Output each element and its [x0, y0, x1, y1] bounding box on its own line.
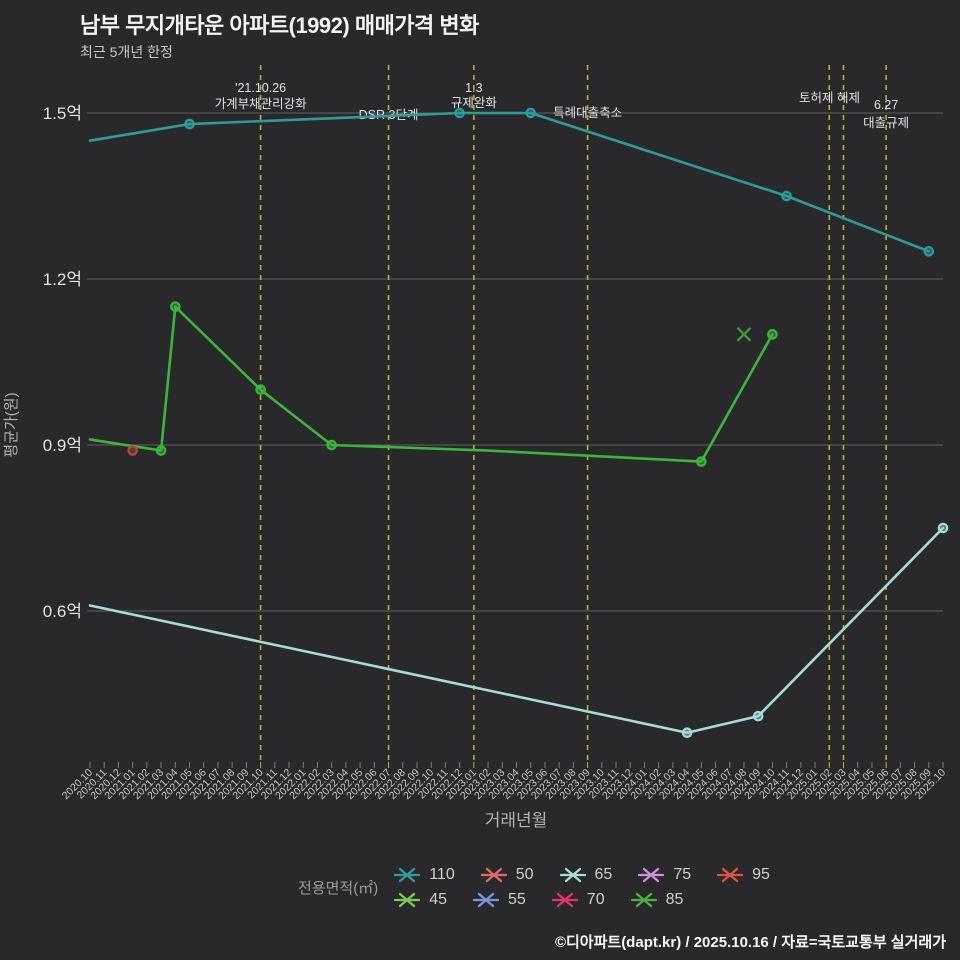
legend-item-95[interactable]: 95 [717, 866, 770, 884]
series-point-85 [255, 384, 266, 395]
legend-item-45[interactable]: 45 [394, 891, 447, 909]
series-point-110 [184, 118, 195, 130]
series-point-85 [170, 301, 181, 312]
legend-item-75[interactable]: 75 [638, 866, 691, 884]
legend-item-55[interactable]: 55 [473, 891, 526, 909]
series-point-65 [937, 522, 949, 534]
legend-item-85[interactable]: 85 [630, 891, 684, 909]
legend-item-label: 110 [429, 866, 455, 883]
legend-marker-stroke [477, 892, 495, 908]
y-tick-label: 1.5억 [43, 104, 82, 123]
legend-item-label: 70 [586, 891, 605, 908]
legend-item-label: 75 [673, 866, 692, 883]
annotation-label: 규제완화 [451, 96, 498, 110]
legend-row: 45 55 70 85 [394, 891, 770, 909]
series-point-65 [681, 727, 693, 739]
legend-marker-stroke [643, 867, 660, 883]
series-point-85 [326, 439, 337, 451]
legend-marker-stroke [556, 892, 573, 908]
series-point-110 [454, 107, 465, 119]
legend-marker-icon [559, 867, 586, 883]
series-point-65 [752, 710, 764, 722]
legend-item-50[interactable]: 50 [480, 866, 534, 884]
series-point-110 [923, 246, 935, 257]
y-axis-title: 평균가(원) [3, 392, 20, 457]
legend-item-70[interactable]: 70 [551, 891, 605, 909]
legend-marker-icon [473, 892, 499, 908]
legend-marker-stroke [564, 867, 581, 883]
x-marker-stroke [736, 326, 752, 342]
legend-marker-icon [480, 867, 507, 883]
legend-marker-icon [394, 892, 421, 908]
series-point-50 [127, 445, 138, 456]
legend-rows: 110 50 65 75 95 45 55 70 85 [394, 866, 770, 909]
annotation-label: 6.27 [874, 98, 898, 112]
legend-marker-stroke [485, 867, 502, 883]
legend-marker-stroke [721, 867, 739, 883]
page-subtitle: 최근 5개년 한정 [80, 44, 173, 60]
legend-item-label: 85 [665, 891, 684, 908]
series-line-110 [88, 111, 931, 253]
legend-row: 110 50 65 75 95 [394, 866, 770, 884]
legend-item-label: 50 [515, 866, 534, 883]
series-line-65 [88, 526, 945, 735]
series-point-45 [736, 326, 752, 342]
legend-marker-stroke [635, 892, 652, 908]
legend-item-label: 45 [429, 891, 447, 908]
legend-marker-icon [394, 867, 421, 883]
x-axis-title: 거래년월 [485, 811, 548, 830]
annotation-label: '21.10.26 [235, 81, 286, 95]
series-point-85 [155, 445, 167, 456]
annotation-label: 가계부채관리강화 [215, 97, 308, 111]
annotation-label: 토허제 해제 [799, 91, 860, 105]
legend-marker-icon [551, 892, 578, 908]
series-point-110 [525, 107, 537, 119]
legend-item-label: 65 [594, 866, 613, 883]
annotation-label: 대출규제 [863, 116, 909, 130]
legend-marker-icon [638, 867, 665, 883]
legend-item-110[interactable]: 110 [394, 866, 455, 884]
series-line-85 [88, 305, 774, 463]
y-tick-label: 0.6억 [43, 602, 82, 621]
series-point-85 [696, 456, 707, 467]
legend-marker-icon [717, 867, 744, 883]
legend-item-label: 95 [752, 866, 770, 883]
annotation-label: 특례대출축소 [553, 106, 622, 120]
legend-title: 전용면적(㎡) [298, 880, 379, 897]
series-point-110 [781, 190, 792, 202]
legend-item-label: 55 [508, 891, 526, 908]
page-title: 남부 무지개타운 아파트(1992) 매매가격 변화 [80, 13, 479, 38]
annotation-label: 1.3 [465, 81, 482, 95]
legend-marker-icon [630, 892, 657, 908]
legend-marker-stroke [399, 892, 416, 908]
legend-marker-stroke [399, 867, 416, 883]
source-credit: ©디아파트(dapt.kr) / 2025.10.16 / 자료=국토교통부 실… [554, 934, 946, 951]
series-point-85 [767, 329, 778, 340]
y-tick-label: 1.2억 [43, 270, 82, 289]
legend-item-65[interactable]: 65 [559, 866, 613, 884]
legend: 전용면적(㎡) 110 50 65 75 95 45 55 70 85 [298, 866, 770, 909]
y-tick-label: 0.9억 [43, 436, 82, 455]
